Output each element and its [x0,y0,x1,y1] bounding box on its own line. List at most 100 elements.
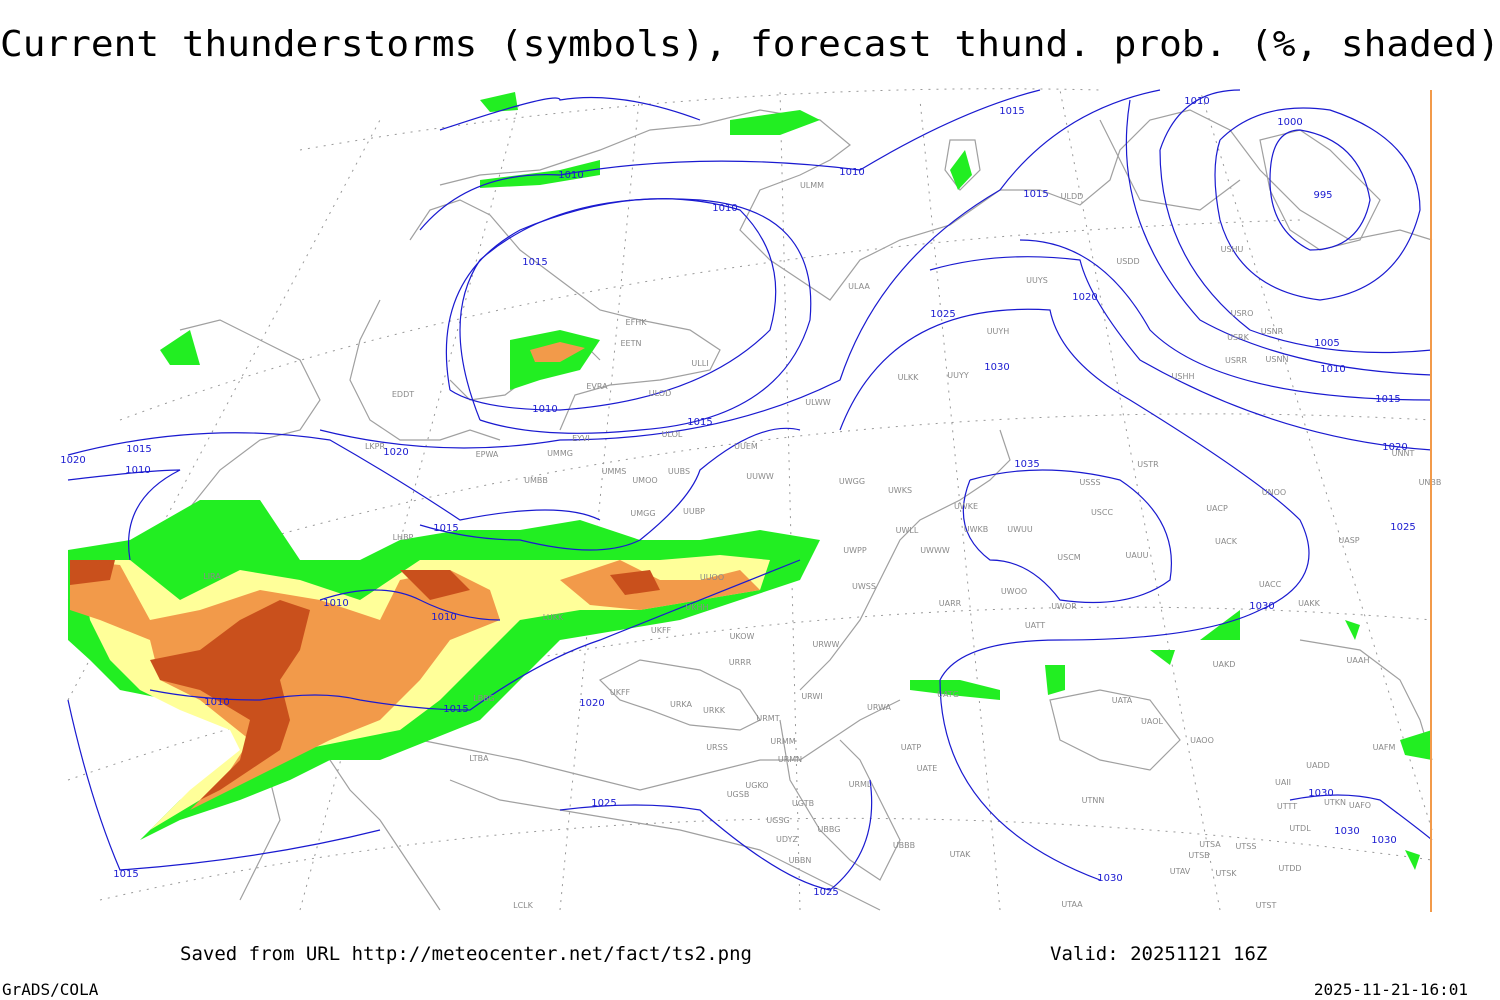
station-label: USCC [1091,508,1114,517]
graticule [67,88,1433,911]
station-label: UAFO [1349,801,1371,810]
station-label: UWKB [964,525,989,534]
station-label: UATE [917,764,938,773]
isobar-label: 1015 [687,417,712,428]
station-label: EPWA [476,450,499,459]
station-label: UBBG [818,825,841,834]
station-label: UUBP [683,507,705,516]
station-label: UWLL [896,526,919,535]
station-label: ULKK [898,373,920,382]
station-label: UWKS [888,486,912,495]
station-label: UGTB [792,799,814,808]
station-label: UTNN [1082,796,1105,805]
station-label: UTKN [1324,798,1346,807]
station-label: ULMM [800,181,824,190]
station-label: UTDL [1289,824,1311,833]
station-label: USRO [1231,309,1254,318]
isobar-label: 1005 [1314,338,1339,349]
isobar-label: 1020 [1072,292,1097,303]
isobar-label: 1015 [522,257,547,268]
isobar-label: 1020 [1382,442,1407,453]
isobar-label: 1030 [1308,788,1333,799]
station-label: UACC [1259,580,1282,589]
station-label: UBBN [789,856,812,865]
station-label: UATT [1025,621,1045,630]
station-label: UWUU [1007,525,1033,534]
isobar-label: 1020 [383,447,408,458]
isobar-label: 1010 [1320,364,1345,375]
station-label: URSS [706,743,728,752]
station-label: UUEM [734,442,758,451]
station-label: UKFF [610,688,631,697]
station-label: LTBA [469,754,489,763]
isobar-label: 1010 [125,465,150,476]
software-credit: GrADS/COLA [2,980,99,999]
station-label: URKK [703,706,726,715]
station-label: ULWW [805,398,830,407]
isobar-label: 1035 [1014,459,1039,470]
station-label: UACK [1215,537,1238,546]
title: Current thunderstorms (symbols), forecas… [0,24,1500,65]
station-label: LKPR [365,442,386,451]
station-label: UAFM [1373,743,1396,752]
station-label: ULOL [662,430,683,439]
station-label: LUKK [543,613,564,622]
station-label: URMN [778,755,802,764]
station-label: ULAA [848,282,870,291]
isobar-label: 1020 [60,455,85,466]
station-label: EVRA [586,382,608,391]
station-label: UWOO [1001,587,1027,596]
station-label: UTSK [1215,869,1237,878]
station-label: UTSA [1199,840,1221,849]
station-label: USCM [1057,553,1081,562]
station-label: UMBB [524,476,548,485]
station-label: UUWW [746,472,774,481]
station-label: USDD [1116,257,1139,266]
isobar-label: 1010 [712,203,737,214]
isobar-label: 1010 [558,170,583,181]
isobar-label: 1010 [839,167,864,178]
station-label: URRR [729,658,752,667]
station-label: UATP [901,743,922,752]
isobar-label: 1030 [1097,873,1122,884]
station-label: LIRA [203,572,221,581]
map-edge [1430,90,1432,912]
station-label: EDDT [392,390,414,399]
station-label: URWI [801,692,822,701]
station-label: UGSG [766,816,789,825]
station-label: USNR [1261,327,1284,336]
station-label: UTSB [1188,851,1209,860]
station-label: UAOO [1190,736,1214,745]
thunder-shading [68,92,1432,870]
station-label: ULDD [1061,192,1084,201]
station-label: UGKO [745,781,768,790]
station-label: UAKD [1213,660,1236,669]
station-label: UWWW [920,546,950,555]
isobars [67,89,1433,891]
valid-time: Valid: 20251121 16Z [1050,943,1267,965]
station-label-group: ULMM ULDD USDD USHU ULAA UUYS EFHK EETN ULLI USRO… [203,181,1441,910]
station-label: UUYH [987,327,1010,336]
isobar-label: 1010 [431,612,456,623]
isobar-label: 1015 [443,704,468,715]
station-label: UWOR [1051,602,1077,611]
isobar-label: 995 [1313,190,1332,201]
station-label: USSS [1079,478,1100,487]
station-label: URML [849,780,872,789]
station-label: USNN [1266,355,1289,364]
station-label: UATG [937,690,959,699]
station-label: ULLI [691,359,708,368]
map-frame [67,88,1433,911]
station-label: UTAK [950,850,972,859]
isobar-label: 1030 [1249,601,1274,612]
isobar-label: 1025 [813,887,838,898]
station-label: UNOO [1262,488,1286,497]
station-label: UWGG [839,477,865,486]
station-label: UUOO [700,573,724,582]
station-label: UKOW [730,632,755,641]
isobar-label: 1030 [984,362,1009,373]
station-label: UMMS [602,467,627,476]
station-label: UACP [1206,504,1228,513]
station-label: UWPP [843,546,867,555]
